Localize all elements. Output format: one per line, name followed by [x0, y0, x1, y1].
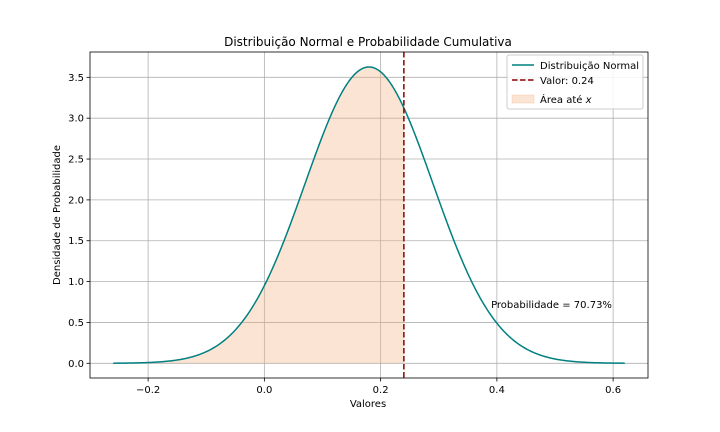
x-tick-label: 0.6 — [605, 385, 621, 396]
legend-frame — [506, 54, 644, 110]
normal-curve — [113, 66, 625, 364]
x-tick-label: 0.0 — [256, 385, 272, 396]
y-tick-label: 1.0 — [68, 277, 84, 288]
x-tick-label: 0.4 — [489, 385, 505, 396]
legend-label-curve: Distribuição Normal — [540, 61, 639, 72]
y-tick-label: 1.5 — [68, 236, 84, 247]
y-tick-label: 0.5 — [68, 318, 84, 329]
x-axis-title: Valores — [350, 399, 386, 410]
chart-title: Distribuição Normal e Probabilidade Cumu… — [224, 35, 512, 49]
y-axis-title: Densidade de Probabilidade — [52, 145, 63, 285]
legend-label-area-var: x — [585, 95, 592, 106]
legend: Distribuição Normal Valor: 0.24 Área até… — [506, 54, 644, 110]
legend-label-value: Valor: 0.24 — [540, 76, 594, 87]
y-tick-label: 3.0 — [68, 114, 84, 125]
grid — [90, 52, 648, 378]
cumulative-area — [113, 66, 404, 364]
axis-ticks: −0.2 0.0 0.2 0.4 0.6 0.0 0.5 1.0 1.5 2.0 2.5 3.0 3.5 — [68, 73, 621, 396]
x-tick-label: −0.2 — [136, 385, 160, 396]
legend-label-area: Área até x — [540, 93, 592, 106]
y-tick-label: 0.0 — [68, 359, 84, 370]
plot-frame — [89, 51, 649, 379]
x-tick-label: 0.2 — [373, 385, 389, 396]
y-tick-label: 2.0 — [68, 195, 84, 206]
legend-label-area-prefix: Área até — [540, 93, 586, 106]
y-tick-label: 3.5 — [68, 73, 84, 84]
legend-swatch-area — [511, 94, 535, 104]
y-tick-label: 2.5 — [68, 155, 84, 166]
probability-annotation: Probabilidade = 70.73% — [491, 300, 612, 311]
